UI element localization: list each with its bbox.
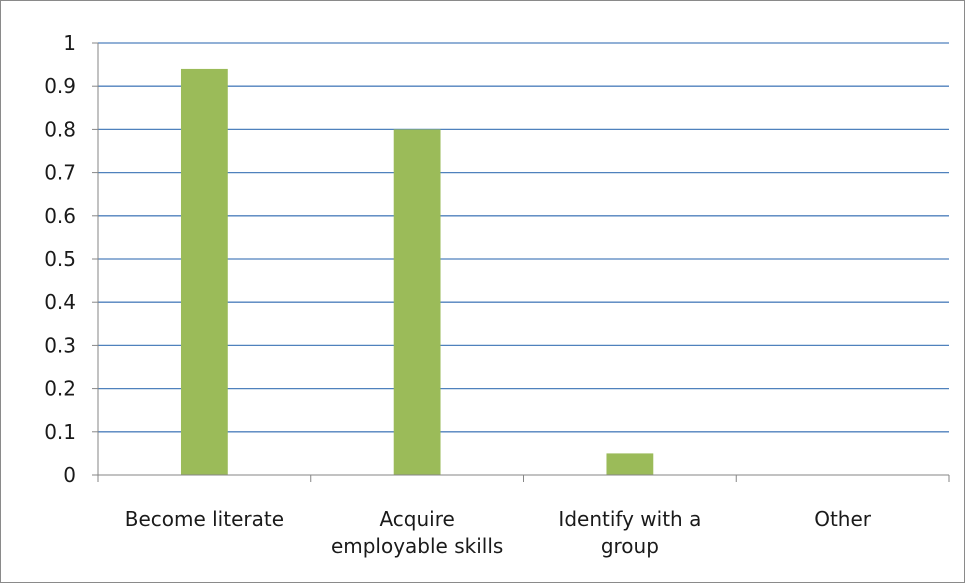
y-tick-labels: 0 0.1 0.2 0.3 0.4 0.5 0.6 0.7 0.8 0.9 1	[44, 31, 76, 487]
bar	[606, 453, 654, 475]
y-tick-label: 0.9	[44, 74, 76, 98]
axes	[92, 42, 950, 482]
bars	[180, 68, 654, 476]
bar	[180, 68, 228, 476]
x-tick-label: Acquire employable skills	[331, 507, 503, 558]
y-tick-label: 0.2	[44, 377, 76, 401]
y-tick-label: 0.1	[44, 420, 76, 444]
x-tick-label-line: Identify with a	[558, 507, 701, 531]
y-tick-label: 0.7	[44, 161, 76, 185]
x-tick-label-line: Other	[814, 507, 872, 531]
y-tick-label: 0	[63, 463, 76, 487]
y-tick-label: 0.5	[44, 247, 76, 271]
x-tick-label-line: employable skills	[331, 534, 503, 558]
x-tick-label: Become literate	[125, 507, 284, 531]
x-tick-label: Other	[814, 507, 872, 531]
x-tick-label-line: Acquire	[379, 507, 454, 531]
x-tick-labels: Become literate Acquire employable skills I…	[125, 507, 872, 558]
y-tick-label: 0.8	[44, 117, 76, 141]
gridlines	[98, 42, 949, 433]
x-tick-label: Identify with a group	[558, 507, 701, 558]
bar	[393, 129, 441, 475]
y-tick-label: 0.4	[44, 290, 76, 314]
y-tick-label: 1	[63, 31, 76, 55]
y-tick-label: 0.6	[44, 204, 76, 228]
y-tick-label: 0.3	[44, 333, 76, 357]
x-tick-label-line: Become literate	[125, 507, 284, 531]
x-tick-label-line: group	[601, 534, 659, 558]
